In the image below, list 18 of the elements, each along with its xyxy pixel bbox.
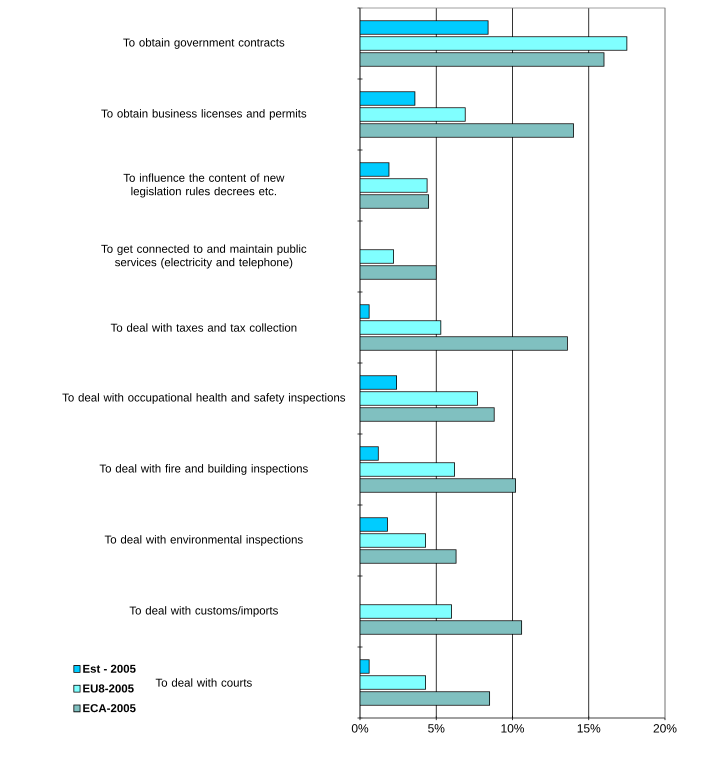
- x-tick-label: 0%: [352, 724, 368, 733]
- y-tick-label: To influence the content of new legislation rules decrees etc.: [124, 173, 284, 198]
- y-tick-label: To deal with courts: [156, 678, 252, 687]
- y-tick-label: To deal with taxes and tax collection: [110, 323, 296, 332]
- y-tick-label: To deal with environmental inspections: [104, 535, 303, 546]
- y-tick-label: To deal with occupational health and safety inspections: [62, 393, 346, 404]
- y-tick-label: To deal with customs/imports: [130, 606, 278, 617]
- x-tick-label: 10%: [501, 724, 524, 733]
- legend-label: EU8-2005: [83, 684, 134, 693]
- y-tick-label: To deal with fire and building inspections: [100, 464, 308, 475]
- y-tick-label: To obtain government contracts: [123, 38, 284, 49]
- legend-label: ECA-2005: [83, 704, 136, 712]
- y-tick-label: To obtain business licenses and permits: [101, 109, 306, 120]
- legend-label: Est - 2005: [83, 664, 136, 673]
- x-tick-label: 20%: [654, 724, 677, 733]
- x-tick-label: 15%: [578, 724, 600, 733]
- y-tick-label: To get connected to and maintain public services (electricity and telephone): [101, 244, 306, 269]
- x-tick-label: 5%: [428, 724, 444, 733]
